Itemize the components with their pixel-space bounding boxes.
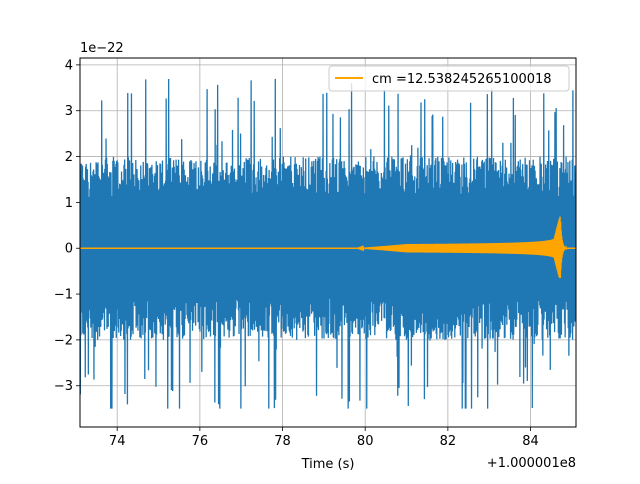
x-axis-ticks: 74 76 78 80 82 84 — [109, 427, 539, 449]
x-tick-label: 76 — [192, 434, 209, 449]
legend: cm =12.538245265100018 — [328, 65, 570, 92]
y-scale-label: 1e−22 — [80, 41, 124, 56]
noise-line — [80, 78, 576, 409]
x-tick-label: 74 — [109, 434, 126, 449]
x-tick-label: 84 — [522, 434, 539, 449]
chirp-line — [80, 216, 576, 279]
x-tick-label: 80 — [357, 434, 374, 449]
legend-label: cm =12.538245265100018 — [372, 72, 552, 87]
y-tick-label: −2 — [54, 333, 73, 348]
y-tick-label: 1 — [65, 196, 73, 211]
y-axis-ticks: −3 −2 −1 0 1 2 3 4 — [54, 58, 80, 394]
noise-series — [80, 78, 576, 409]
y-tick-label: 2 — [65, 150, 73, 165]
x-tick-label: 82 — [440, 434, 457, 449]
axes-frame — [79, 57, 577, 428]
legend-box — [328, 65, 570, 92]
y-tick-label: 4 — [65, 58, 73, 73]
y-tick-label: 3 — [65, 104, 73, 119]
y-tick-label: −3 — [54, 379, 73, 394]
chirp-series — [80, 216, 576, 279]
x-axis-label: Time (s) — [301, 457, 355, 472]
y-tick-label: 0 — [65, 242, 73, 257]
x-tick-label: 78 — [274, 434, 291, 449]
x-offset-label: +1.000001e8 — [487, 456, 576, 471]
y-tick-label: −1 — [54, 288, 73, 303]
